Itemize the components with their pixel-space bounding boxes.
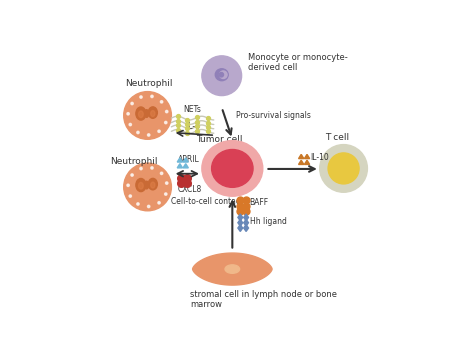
Ellipse shape bbox=[151, 95, 153, 98]
Polygon shape bbox=[238, 225, 243, 232]
Text: IL-10: IL-10 bbox=[310, 153, 329, 162]
Polygon shape bbox=[244, 219, 248, 226]
Ellipse shape bbox=[147, 205, 150, 208]
Ellipse shape bbox=[124, 163, 172, 211]
Ellipse shape bbox=[145, 181, 149, 189]
Ellipse shape bbox=[219, 71, 227, 78]
Polygon shape bbox=[304, 160, 310, 164]
Ellipse shape bbox=[320, 144, 367, 192]
Text: Neutrophil: Neutrophil bbox=[110, 157, 158, 166]
Polygon shape bbox=[299, 160, 304, 164]
Text: BAFF: BAFF bbox=[249, 198, 269, 207]
Ellipse shape bbox=[127, 184, 129, 186]
Ellipse shape bbox=[158, 202, 160, 204]
Polygon shape bbox=[238, 214, 243, 221]
Ellipse shape bbox=[219, 73, 224, 77]
Text: CXCL8: CXCL8 bbox=[178, 185, 202, 194]
Text: NETs: NETs bbox=[183, 105, 201, 114]
Ellipse shape bbox=[131, 102, 133, 105]
Ellipse shape bbox=[138, 111, 143, 118]
Polygon shape bbox=[177, 158, 182, 162]
Ellipse shape bbox=[164, 121, 167, 124]
Ellipse shape bbox=[211, 150, 253, 187]
Ellipse shape bbox=[148, 179, 157, 190]
Ellipse shape bbox=[151, 110, 155, 117]
Ellipse shape bbox=[127, 112, 129, 115]
Text: Tumor cell: Tumor cell bbox=[196, 135, 242, 144]
Ellipse shape bbox=[328, 153, 359, 184]
Polygon shape bbox=[238, 219, 243, 226]
Polygon shape bbox=[299, 154, 304, 159]
Ellipse shape bbox=[215, 69, 228, 81]
Ellipse shape bbox=[147, 134, 150, 136]
Polygon shape bbox=[183, 158, 188, 162]
Ellipse shape bbox=[131, 174, 133, 176]
Ellipse shape bbox=[225, 265, 240, 273]
Ellipse shape bbox=[137, 203, 139, 205]
Ellipse shape bbox=[138, 182, 143, 189]
Ellipse shape bbox=[202, 56, 242, 96]
Text: IL-8: IL-8 bbox=[186, 122, 200, 131]
Ellipse shape bbox=[124, 92, 172, 139]
Ellipse shape bbox=[165, 110, 168, 113]
Ellipse shape bbox=[148, 107, 157, 118]
Ellipse shape bbox=[140, 168, 142, 170]
Ellipse shape bbox=[160, 172, 163, 174]
Ellipse shape bbox=[160, 101, 163, 103]
Ellipse shape bbox=[151, 182, 155, 188]
Ellipse shape bbox=[129, 195, 131, 197]
Ellipse shape bbox=[136, 179, 146, 192]
Polygon shape bbox=[244, 225, 248, 232]
Ellipse shape bbox=[165, 182, 168, 184]
Text: APRIL: APRIL bbox=[178, 155, 200, 164]
Text: stromal cell in lymph node or bone
marrow: stromal cell in lymph node or bone marro… bbox=[190, 290, 337, 309]
Ellipse shape bbox=[158, 130, 160, 132]
Ellipse shape bbox=[140, 96, 142, 98]
Polygon shape bbox=[177, 164, 182, 168]
Ellipse shape bbox=[164, 193, 167, 195]
Ellipse shape bbox=[137, 131, 139, 134]
Text: T cell: T cell bbox=[325, 133, 349, 142]
Text: Pro-survival signals: Pro-survival signals bbox=[237, 111, 311, 120]
Ellipse shape bbox=[129, 123, 131, 126]
Ellipse shape bbox=[151, 167, 153, 169]
Ellipse shape bbox=[136, 107, 146, 120]
Ellipse shape bbox=[202, 141, 263, 196]
Text: Monocyte or monocyte-
derived cell: Monocyte or monocyte- derived cell bbox=[248, 53, 348, 72]
Text: Cell-to-cell contact: Cell-to-cell contact bbox=[172, 197, 244, 206]
Polygon shape bbox=[244, 214, 248, 221]
Text: Hh ligand: Hh ligand bbox=[249, 217, 286, 226]
Polygon shape bbox=[183, 164, 188, 168]
Polygon shape bbox=[192, 253, 272, 285]
Ellipse shape bbox=[145, 110, 149, 117]
Polygon shape bbox=[304, 154, 310, 159]
Text: Neutrophil: Neutrophil bbox=[125, 79, 173, 88]
